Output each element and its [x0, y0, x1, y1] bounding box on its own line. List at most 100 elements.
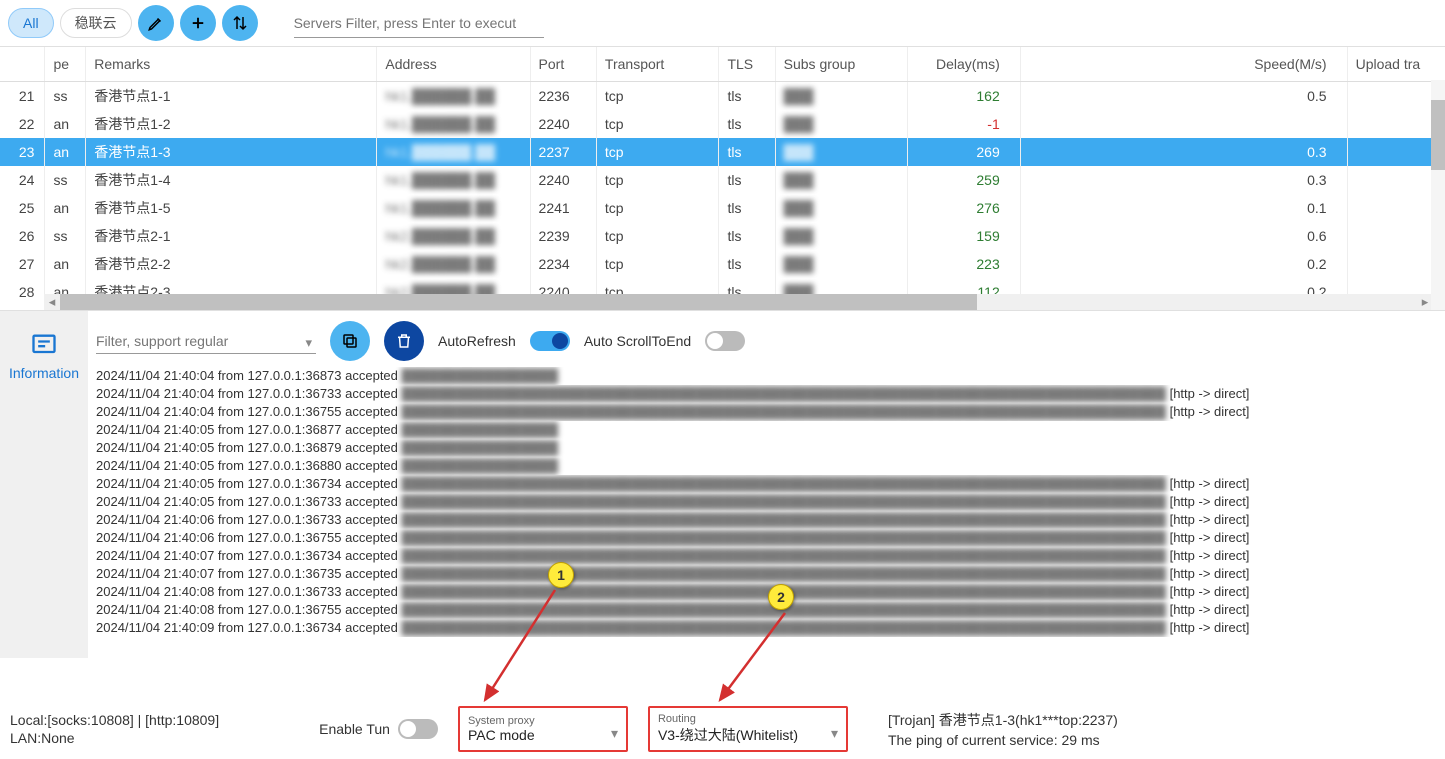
- tun-group: Enable Tun: [319, 719, 438, 739]
- log-line: 2024/11/04 21:40:06 from 127.0.0.1:36755…: [96, 529, 1441, 547]
- annotation-1: 1: [548, 562, 574, 588]
- cell-address: hk1.██████.██: [377, 194, 530, 222]
- chevron-down-icon: ▾: [611, 725, 618, 742]
- edit-button[interactable]: [138, 5, 174, 41]
- information-tab[interactable]: Information: [0, 311, 88, 658]
- v-scroll-thumb[interactable]: [1431, 100, 1445, 170]
- h-scroll-thumb[interactable]: [60, 294, 977, 310]
- cell-idx: 21: [0, 81, 45, 110]
- cell-tls: tls: [719, 250, 775, 278]
- toolbar: All 稳联云: [0, 0, 1445, 46]
- log-body: ▾ AutoRefresh Auto ScrollToEnd 2024/11/0…: [88, 311, 1445, 658]
- cell-idx: 23: [0, 138, 45, 166]
- status-bar: Local:[socks:10808] | [http:10809] LAN:N…: [0, 699, 1445, 759]
- cell-tls: tls: [719, 222, 775, 250]
- cell-remarks: 香港节点2-1: [86, 222, 377, 250]
- col-type[interactable]: pe: [45, 47, 86, 81]
- log-line: 2024/11/04 21:40:09 from 127.0.0.1:36734…: [96, 619, 1441, 637]
- table-row[interactable]: 23an香港节点1-3hk1.██████.██2237tcptls███269…: [0, 138, 1445, 166]
- cell-remarks: 香港节点1-5: [86, 194, 377, 222]
- table-row[interactable]: 22an香港节点1-2hk1.██████.██2240tcptls███-1: [0, 110, 1445, 138]
- cell-port: 2237: [530, 138, 596, 166]
- system-proxy-dropdown[interactable]: System proxy PAC mode ▾: [458, 706, 628, 752]
- cell-type: an: [45, 250, 86, 278]
- table-row[interactable]: 27an香港节点2-2hk2.██████.██2234tcptls███223…: [0, 250, 1445, 278]
- log-line: 2024/11/04 21:40:08 from 127.0.0.1:36755…: [96, 601, 1441, 619]
- cell-address: hk2.██████.██: [377, 222, 530, 250]
- chat-icon: [30, 331, 58, 359]
- cell-address: hk2.██████.██: [377, 250, 530, 278]
- pencil-icon: [147, 14, 165, 32]
- system-proxy-label: System proxy: [468, 715, 618, 727]
- cell-speed: 0.5: [1020, 81, 1347, 110]
- cell-port: 2236: [530, 81, 596, 110]
- cell-delay: 159: [908, 222, 1020, 250]
- cell-subs: ███: [775, 166, 908, 194]
- filter-sub-pill[interactable]: 稳联云: [60, 8, 132, 38]
- cell-delay: 162: [908, 81, 1020, 110]
- cell-transport: tcp: [596, 222, 719, 250]
- cell-speed: 0.3: [1020, 166, 1347, 194]
- cell-delay: 276: [908, 194, 1020, 222]
- table-row[interactable]: 26ss香港节点2-1hk2.██████.██2239tcptls███159…: [0, 222, 1445, 250]
- cell-speed: 0.3: [1020, 138, 1347, 166]
- add-button[interactable]: [180, 5, 216, 41]
- log-section: Information ▾ AutoRefresh Auto ScrollToE…: [0, 310, 1445, 658]
- cell-idx: 27: [0, 250, 45, 278]
- cell-port: 2240: [530, 166, 596, 194]
- cell-transport: tcp: [596, 138, 719, 166]
- cell-type: ss: [45, 81, 86, 110]
- enable-tun-switch[interactable]: [398, 719, 438, 739]
- autoscroll-switch[interactable]: [705, 331, 745, 351]
- cell-delay: 269: [908, 138, 1020, 166]
- autoscroll-label: Auto ScrollToEnd: [584, 333, 691, 349]
- table-row[interactable]: 24ss香港节点1-4hk1.██████.██2240tcptls███259…: [0, 166, 1445, 194]
- scroll-left-arrow[interactable]: ◂: [44, 294, 60, 310]
- log-filter-input[interactable]: [96, 329, 316, 354]
- sort-button[interactable]: [222, 5, 258, 41]
- cell-transport: tcp: [596, 194, 719, 222]
- cell-speed: 0.6: [1020, 222, 1347, 250]
- cell-idx: 25: [0, 194, 45, 222]
- col-subs[interactable]: Subs group: [775, 47, 908, 81]
- servers-filter-input[interactable]: [294, 9, 544, 38]
- cell-remarks: 香港节点1-2: [86, 110, 377, 138]
- log-line: 2024/11/04 21:40:05 from 127.0.0.1:36879…: [96, 439, 1441, 457]
- routing-dropdown[interactable]: Routing V3-绕过大陆(Whitelist) ▾: [648, 706, 848, 752]
- log-lines: 2024/11/04 21:40:04 from 127.0.0.1:36873…: [96, 363, 1441, 658]
- cell-speed: 0.2: [1020, 250, 1347, 278]
- col-upload[interactable]: Upload tra: [1347, 47, 1445, 81]
- col-delay[interactable]: Delay(ms): [908, 47, 1020, 81]
- routing-value: V3-绕过大陆(Whitelist): [658, 725, 838, 745]
- system-proxy-value: PAC mode: [468, 727, 618, 743]
- cell-subs: ███: [775, 110, 908, 138]
- col-remarks[interactable]: Remarks: [86, 47, 377, 81]
- copy-button[interactable]: [330, 321, 370, 361]
- sort-icon: [231, 14, 249, 32]
- col-speed[interactable]: Speed(M/s): [1020, 47, 1347, 81]
- filter-all-pill[interactable]: All: [8, 8, 54, 38]
- local-ports-label: Local:[socks:10808] | [http:10809]: [10, 712, 219, 728]
- lan-label: LAN:None: [10, 730, 219, 746]
- table-row[interactable]: 21ss香港节点1-1hk1.██████.██2236tcptls███162…: [0, 81, 1445, 110]
- col-address[interactable]: Address: [377, 47, 530, 81]
- chevron-down-icon: ▾: [831, 725, 838, 742]
- cell-transport: tcp: [596, 166, 719, 194]
- cell-transport: tcp: [596, 110, 719, 138]
- status-right: [Trojan] 香港节点1-3(hk1***top:2237) The pin…: [888, 710, 1118, 748]
- col-port[interactable]: Port: [530, 47, 596, 81]
- autorefresh-switch[interactable]: [530, 331, 570, 351]
- clear-button[interactable]: [384, 321, 424, 361]
- cell-subs: ███: [775, 138, 908, 166]
- routing-label: Routing: [658, 713, 838, 725]
- col-idx[interactable]: [0, 47, 45, 81]
- cell-transport: tcp: [596, 250, 719, 278]
- cell-subs: ███: [775, 81, 908, 110]
- h-scrollbar[interactable]: ◂ ▸: [44, 294, 1433, 310]
- log-line: 2024/11/04 21:40:07 from 127.0.0.1:36735…: [96, 565, 1441, 583]
- table-row[interactable]: 25an香港节点1-5hk1.██████.██2241tcptls███276…: [0, 194, 1445, 222]
- col-tls[interactable]: TLS: [719, 47, 775, 81]
- log-line: 2024/11/04 21:40:05 from 127.0.0.1:36733…: [96, 493, 1441, 511]
- col-transport[interactable]: Transport: [596, 47, 719, 81]
- v-scrollbar[interactable]: [1431, 80, 1445, 310]
